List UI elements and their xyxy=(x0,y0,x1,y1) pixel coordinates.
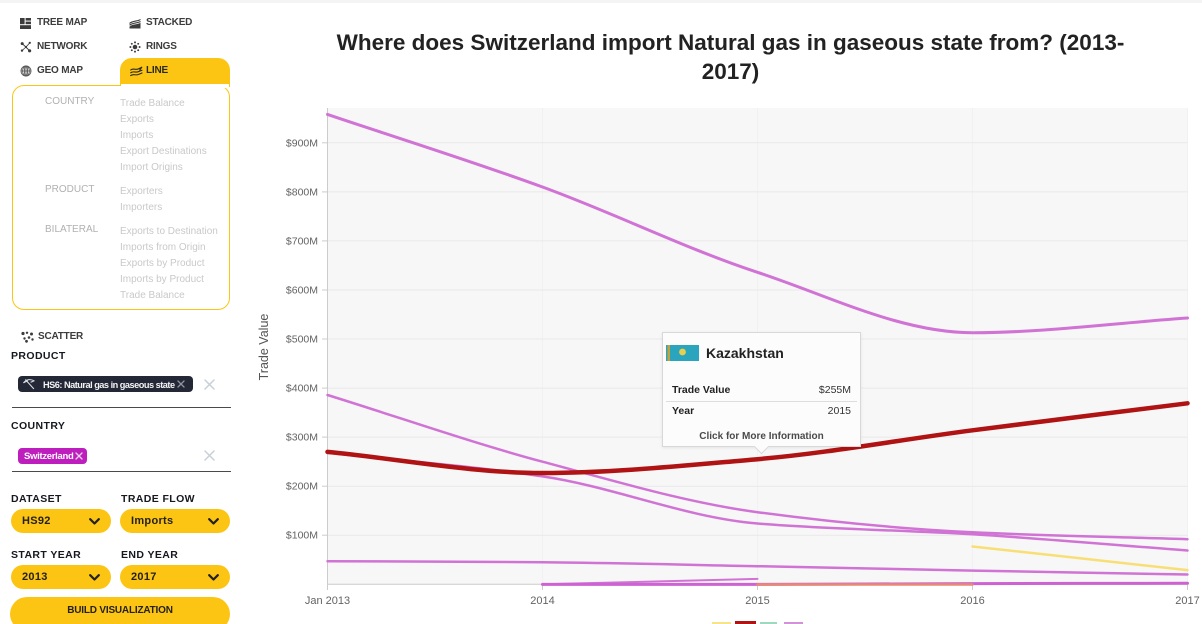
svg-text:Jan 2013: Jan 2013 xyxy=(305,595,350,607)
svg-text:$800M: $800M xyxy=(286,186,318,198)
svg-text:$200M: $200M xyxy=(286,481,318,493)
svg-text:$900M: $900M xyxy=(286,137,318,149)
svg-text:$300M: $300M xyxy=(286,432,318,444)
svg-text:$100M: $100M xyxy=(286,530,318,542)
svg-text:2016: 2016 xyxy=(960,595,984,607)
svg-text:$600M: $600M xyxy=(286,285,318,297)
svg-text:2017: 2017 xyxy=(1175,595,1199,607)
svg-text:$400M: $400M xyxy=(286,383,318,395)
svg-text:2014: 2014 xyxy=(530,595,554,607)
svg-text:$500M: $500M xyxy=(286,334,318,346)
svg-text:$700M: $700M xyxy=(286,235,318,247)
svg-text:2015: 2015 xyxy=(745,595,769,607)
svg-text:Trade Value: Trade Value xyxy=(257,314,271,381)
